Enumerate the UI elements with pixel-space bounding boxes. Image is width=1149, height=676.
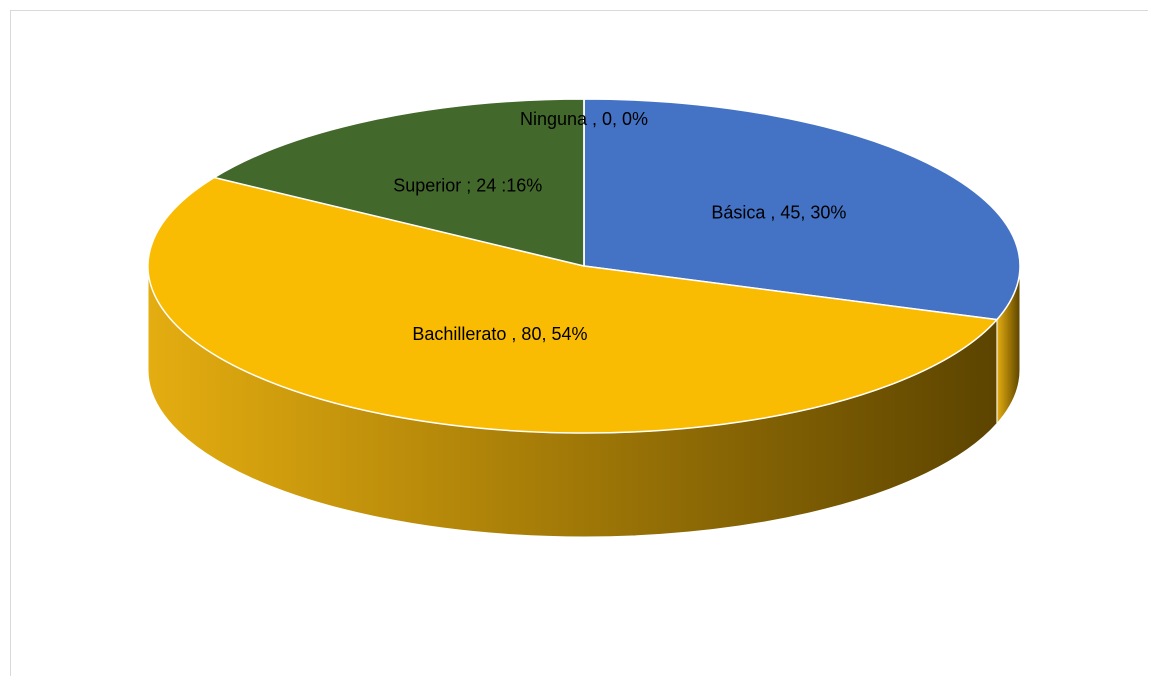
data-labels: Básica , 45, 30% Bachillerato , 80, 54% Su… [393,109,846,344]
pie-top-slices [147,98,1021,434]
data-label-basica: Básica , 45, 30% [711,202,846,222]
chart-frame [10,10,1148,676]
pie-slice-superior [212,98,585,267]
data-label-bachillerato: Bachillerato , 80, 54% [412,324,587,344]
data-label-ninguna: Ninguna , 0, 0% [520,109,648,129]
pie-slice-basica [583,98,1021,321]
data-label-superior: Superior ; 24 :16% [393,176,542,196]
pie-slice-bachillerato [147,176,999,434]
